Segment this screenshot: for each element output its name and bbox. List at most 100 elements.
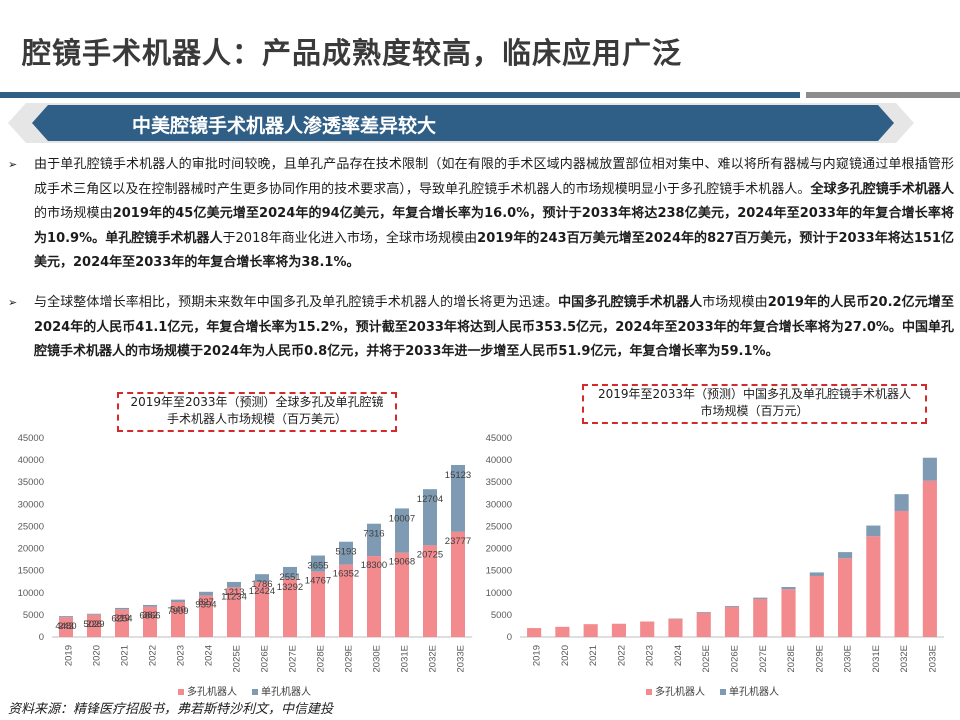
- x-tick-label: 2021: [120, 645, 131, 666]
- bar-multi-port: [527, 628, 542, 637]
- x-tick-label: 2024: [204, 645, 215, 666]
- bar-single-port: [894, 494, 909, 511]
- bar-single-port: [696, 612, 711, 613]
- bar-multi-port: [866, 536, 881, 637]
- y-tick-label: 0: [39, 632, 44, 643]
- x-tick-label: 2032E: [899, 645, 910, 672]
- legend-swatch: [252, 689, 258, 695]
- data-label-multi: 16352: [333, 569, 359, 580]
- data-label-multi: 5029: [83, 619, 104, 630]
- x-tick-label: 2021: [588, 645, 599, 666]
- y-tick-label: 35000: [18, 477, 44, 488]
- bar-multi-port: [640, 621, 655, 637]
- data-label-single: 1213: [223, 587, 244, 598]
- bar-multi-port: [227, 587, 241, 637]
- data-label-single: 12704: [417, 494, 443, 505]
- data-label-single: 319: [114, 613, 130, 624]
- legend-label: 单孔机器人: [729, 685, 779, 698]
- y-tick-label: 35000: [486, 477, 512, 488]
- data-label-single: 15123: [445, 470, 471, 481]
- bar-single-port: [838, 552, 853, 559]
- data-label-single: 243: [58, 621, 74, 632]
- bar-multi-port: [115, 609, 129, 637]
- bar-multi-port: [809, 575, 824, 637]
- banner-title: 中美腔镜手术机器人渗透率差异较大: [132, 115, 437, 137]
- bullet-segment-bold: 全球多孔腔镜手术机器人: [810, 181, 954, 197]
- data-label-multi: 19068: [389, 557, 415, 568]
- y-tick-label: 40000: [18, 455, 44, 466]
- x-tick-label: 2023: [645, 645, 656, 666]
- banner-shape: [8, 103, 914, 143]
- x-tick-label: 2020: [92, 645, 103, 666]
- bar-single-port: [115, 607, 129, 610]
- data-label-single: 2551: [279, 572, 300, 583]
- x-tick-label: 2029E: [814, 645, 825, 672]
- data-label-multi: 9394: [195, 599, 216, 610]
- bar-multi-port: [838, 558, 853, 637]
- bar-multi-port: [367, 556, 381, 637]
- bar-multi-port: [171, 602, 185, 637]
- x-tick-label: 2020: [560, 645, 571, 666]
- y-tick-label: 45000: [18, 433, 44, 444]
- bar-single-port: [809, 572, 824, 576]
- y-tick-label: 25000: [486, 521, 512, 532]
- title-rule-gray: [806, 92, 960, 98]
- x-tick-label: 2023: [176, 645, 187, 666]
- bar-multi-port: [781, 589, 796, 637]
- bar-multi-port: [255, 582, 269, 637]
- y-tick-label: 45000: [486, 433, 512, 444]
- data-label-multi: 11234: [221, 591, 247, 602]
- legend-label: 单孔机器人: [261, 685, 311, 698]
- bar-single-port: [199, 591, 213, 596]
- bar-multi-port: [668, 618, 683, 637]
- bar-multi-port: [143, 606, 157, 637]
- bar-single-port: [724, 606, 740, 607]
- bar-multi-port: [59, 617, 73, 637]
- data-label-multi: 12424: [249, 586, 275, 597]
- bar-single-port: [171, 599, 185, 603]
- x-tick-label: 2022: [616, 645, 627, 666]
- page-title: 腔镜手术机器人：产品成熟度较高，临床应用广泛: [22, 36, 683, 70]
- bar-single-port: [451, 464, 465, 532]
- data-label-multi: 4480: [55, 621, 76, 632]
- bar-multi-port: [339, 564, 353, 637]
- data-label-single: 382: [142, 610, 158, 621]
- bar-single-port: [227, 581, 241, 588]
- legend-swatch: [178, 689, 184, 695]
- data-label-multi: 20725: [417, 549, 443, 560]
- bar-multi-port: [87, 614, 101, 637]
- bar-single-port: [367, 523, 381, 557]
- bar-single-port: [781, 587, 796, 590]
- x-tick-label: 2025E: [701, 645, 712, 672]
- title-rule-blue: [0, 92, 800, 98]
- data-label-single: 5193: [335, 547, 356, 558]
- bar-multi-port: [724, 606, 740, 637]
- bullet-text: 与全球整体增长率相比，预期未来数年中国多孔及单孔腔镜手术机器人的增长将更为迅速。…: [34, 291, 954, 365]
- x-tick-label: 2022: [148, 645, 159, 666]
- bar-multi-port: [423, 545, 437, 637]
- y-tick-label: 25000: [18, 521, 44, 532]
- bar-single-port: [339, 541, 353, 565]
- y-tick-label: 30000: [18, 499, 44, 510]
- bar-multi-port: [451, 531, 465, 637]
- data-label-multi: 7909: [167, 606, 188, 617]
- legend-swatch: [646, 689, 652, 695]
- bar-multi-port: [395, 552, 409, 637]
- bullet-segment: 由于单孔腔镜手术机器人的审批时间较晚，且单孔产品存在技术限制（如在有限的手术区域…: [34, 157, 954, 197]
- bullet-item-global: ➢ 由于单孔腔镜手术机器人的审批时间较晚，且单孔产品存在技术限制（如在有限的手术…: [8, 153, 954, 276]
- bullet-segment: 的市场规模由: [34, 206, 113, 222]
- data-label-multi: 6866: [139, 611, 160, 622]
- bullet-text: 由于单孔腔镜手术机器人的审批时间较晚，且单孔产品存在技术限制（如在有限的手术区域…: [34, 153, 954, 276]
- x-tick-label: 2031E: [871, 645, 882, 672]
- bar-single-port: [922, 457, 937, 481]
- data-label-multi: 6254: [111, 613, 132, 624]
- data-label-single: 7316: [363, 529, 384, 540]
- x-tick-label: 2031E: [400, 645, 411, 672]
- bar-single-port: [866, 525, 881, 537]
- bar-multi-port: [555, 626, 570, 637]
- x-tick-label: 2025E: [232, 645, 243, 672]
- bullet-item-china: ➢ 与全球整体增长率相比，预期未来数年中国多孔及单孔腔镜手术机器人的增长将更为迅…: [8, 291, 954, 365]
- legend-label: 多孔机器人: [655, 685, 705, 698]
- bar-single-port: [59, 616, 73, 618]
- y-tick-label: 20000: [486, 544, 512, 555]
